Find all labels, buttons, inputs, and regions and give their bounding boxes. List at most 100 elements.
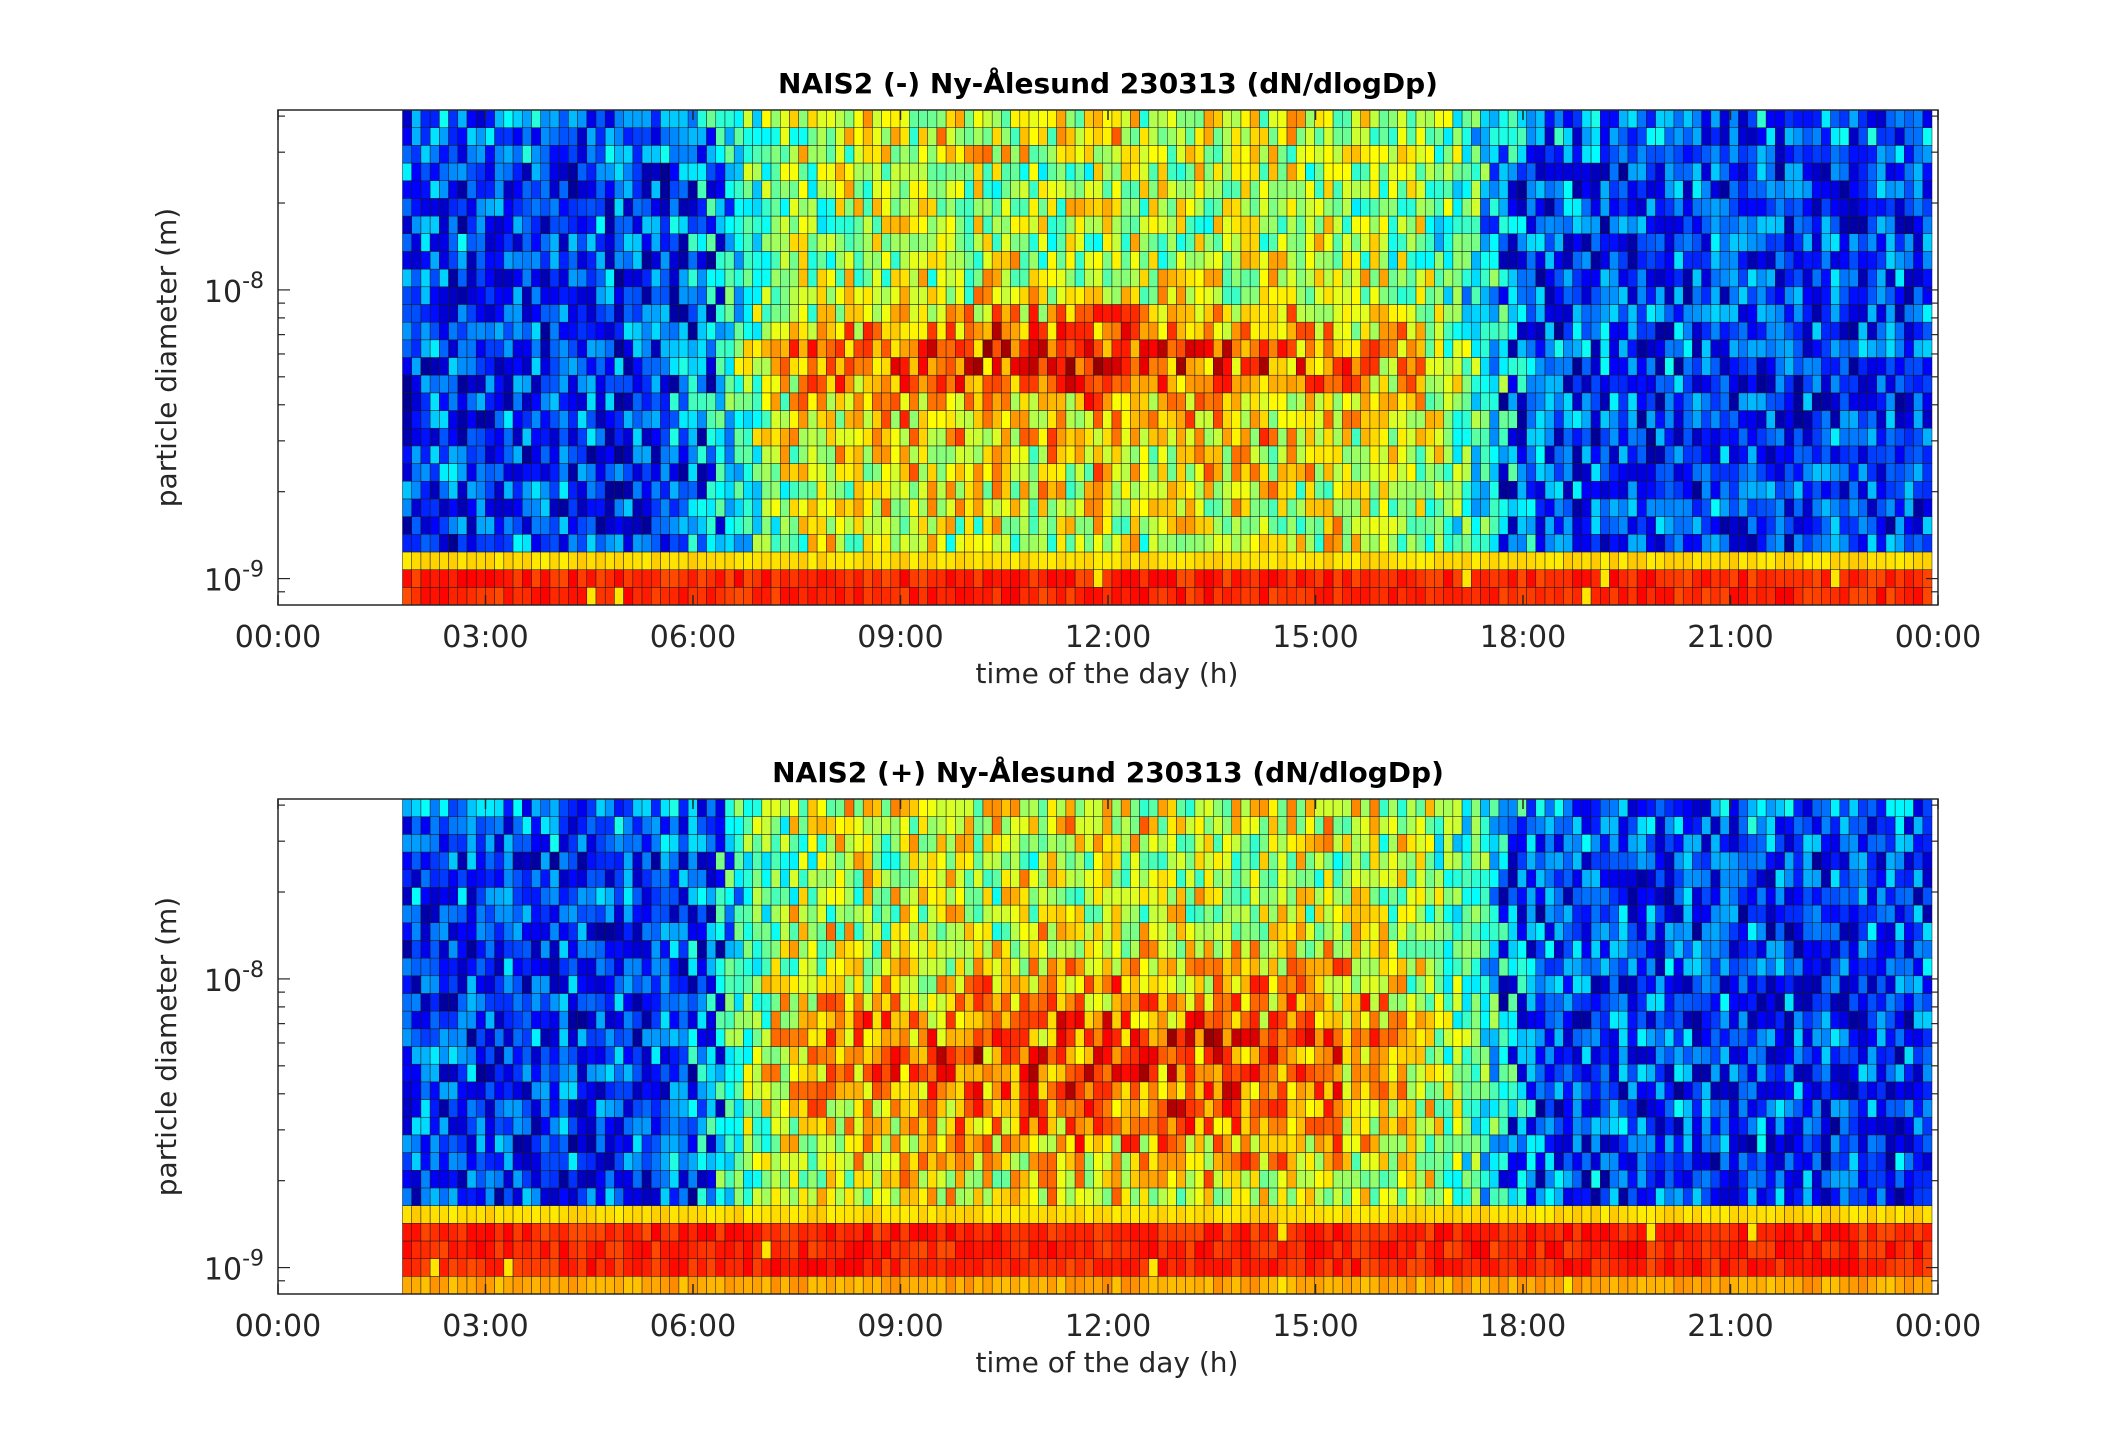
heatmap-cell (411, 798, 422, 817)
heatmap-cell (1323, 516, 1334, 535)
heatmap-cell (798, 392, 809, 411)
heatmap-cell (1756, 587, 1767, 606)
heatmap-cell (1876, 392, 1887, 411)
heatmap-cell (1443, 551, 1454, 570)
heatmap-cell (1231, 145, 1242, 164)
heatmap-cell (964, 339, 975, 358)
heatmap-cell (1821, 481, 1831, 500)
heatmap-cell (669, 587, 680, 606)
heatmap-cell (1507, 127, 1518, 146)
heatmap-cell (1249, 304, 1260, 323)
heatmap-cell (549, 392, 560, 411)
heatmap-cell (844, 463, 855, 482)
heatmap-cell (890, 534, 901, 553)
heatmap-cell (1848, 286, 1859, 305)
heatmap-cell (715, 286, 726, 305)
heatmap-cell (890, 516, 901, 535)
heatmap-cell (1784, 410, 1795, 429)
heatmap-cell (1839, 534, 1850, 553)
heatmap-cell (1701, 180, 1712, 199)
heatmap-cell (1065, 268, 1076, 288)
heatmap-cell (549, 109, 560, 128)
heatmap-cell (429, 374, 440, 394)
heatmap-cell (1517, 268, 1527, 288)
heatmap-cell (1194, 481, 1205, 500)
heatmap-cell (1590, 198, 1601, 217)
heatmap-cell (1277, 534, 1288, 553)
heatmap-cell (927, 109, 938, 128)
heatmap-cell (1286, 180, 1297, 199)
heatmap-cell (457, 481, 468, 500)
heatmap-cell (466, 834, 477, 853)
heatmap-cell (512, 481, 523, 500)
heatmap-cell (1636, 268, 1647, 288)
heatmap-cell (918, 534, 928, 553)
heatmap-cell (558, 534, 569, 553)
heatmap-cell (411, 162, 422, 181)
heatmap-cell (568, 233, 578, 252)
heatmap-cell (909, 587, 919, 606)
heatmap-cell (1618, 233, 1629, 252)
heatmap-cell (1130, 304, 1140, 323)
heatmap-cell (1830, 198, 1841, 217)
heatmap-cell (909, 445, 919, 464)
heatmap-cell (1682, 339, 1693, 358)
heatmap-cell (1111, 410, 1122, 429)
heatmap-cell (770, 481, 781, 500)
heatmap-cell (890, 215, 901, 235)
heatmap-cell (1176, 445, 1186, 464)
heatmap-cell (1729, 374, 1739, 394)
heatmap-cell (448, 463, 459, 482)
heatmap-cell (1259, 357, 1269, 376)
heatmap-cell (1415, 321, 1426, 341)
heatmap-cell (1213, 498, 1223, 517)
heatmap-cell (1434, 251, 1444, 270)
heatmap-cell (577, 233, 588, 252)
heatmap-cell (1471, 551, 1481, 570)
heatmap-cell (1415, 198, 1426, 217)
heatmap-cell (1434, 427, 1444, 447)
heatmap-cell (918, 127, 928, 146)
heatmap-cell (411, 286, 422, 305)
heatmap-cell (420, 569, 431, 588)
heatmap-cell (1673, 339, 1684, 358)
heatmap-cell (1461, 534, 1472, 553)
heatmap-cell (540, 339, 551, 358)
heatmap-cell (927, 516, 938, 535)
heatmap-cell (448, 286, 459, 305)
heatmap-cell (429, 321, 440, 341)
heatmap-cell (1572, 215, 1583, 235)
heatmap-cell (439, 1152, 449, 1171)
heatmap-cell (1572, 569, 1583, 588)
heatmap-cell (752, 534, 763, 553)
heatmap-cell (1222, 427, 1232, 447)
heatmap-cell (862, 463, 873, 482)
heatmap-cell (1047, 233, 1057, 252)
heatmap-cell (862, 321, 873, 341)
heatmap-cell (632, 569, 643, 588)
heatmap-cell (1913, 587, 1924, 606)
heatmap-cell (632, 339, 643, 358)
heatmap-cell (439, 1258, 449, 1277)
heatmap-cell (1480, 392, 1490, 411)
heatmap-cell (1461, 251, 1472, 270)
heatmap-cell (1388, 516, 1398, 535)
heatmap-cell (1314, 569, 1325, 588)
heatmap-cell (1249, 569, 1260, 588)
heatmap-cell (826, 392, 836, 411)
heatmap-cell (1010, 321, 1021, 341)
heatmap-cell (1332, 410, 1343, 429)
heatmap-cell (1249, 534, 1260, 553)
heatmap-cell (1139, 587, 1150, 606)
heatmap-cell (1185, 516, 1196, 535)
heatmap-cell (1148, 215, 1159, 235)
heatmap-cell (1563, 410, 1573, 429)
heatmap-cell (816, 445, 827, 464)
heatmap-cell (1194, 374, 1205, 394)
heatmap-cell (1093, 198, 1104, 217)
heatmap-cell (1369, 268, 1380, 288)
heatmap-cell (1397, 251, 1408, 270)
heatmap-cell (1019, 286, 1030, 305)
heatmap-cell (1830, 498, 1841, 517)
heatmap-cell (1747, 304, 1758, 323)
